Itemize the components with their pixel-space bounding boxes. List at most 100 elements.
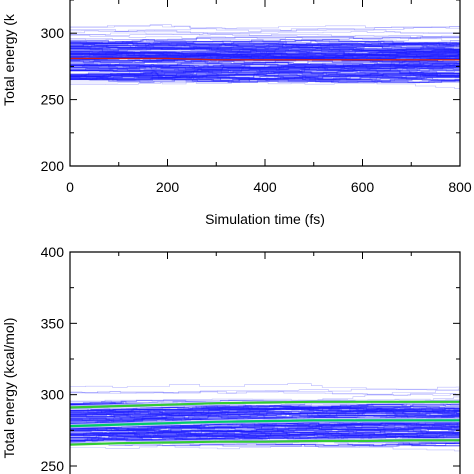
- band-trajectory-line: [70, 429, 460, 436]
- band-trajectory-line: [70, 413, 460, 418]
- band-trajectory-line: [70, 51, 460, 58]
- band-trajectory-line: [70, 63, 460, 78]
- band-trajectory-line: [70, 423, 460, 432]
- band-trajectory-line: [70, 432, 460, 439]
- band-trajectory-line: [70, 414, 460, 419]
- band-trajectory-line: [70, 55, 460, 63]
- band-trajectory-line: [70, 409, 460, 420]
- band-trajectory-line: [70, 41, 460, 51]
- band-trajectory-line: [70, 34, 460, 43]
- band-trajectory-line: [70, 410, 460, 416]
- band-trajectory-line: [70, 76, 460, 83]
- band-trajectory-line: [70, 69, 460, 76]
- x-tick-label: 0: [66, 179, 74, 195]
- band-trajectory-line: [70, 56, 460, 64]
- band-trajectory-line: [70, 62, 460, 71]
- band-trajectory-line: [70, 45, 460, 50]
- band-trajectory-line: [70, 429, 460, 436]
- band-trajectory-line: [70, 422, 460, 432]
- band-trajectory-line: [70, 75, 460, 81]
- band-trajectory-line: [70, 76, 460, 82]
- band-trajectory-line: [70, 51, 460, 56]
- band-trajectory-line: [70, 419, 460, 431]
- band-trajectory-line: [70, 430, 460, 439]
- band-trajectory-line: [70, 431, 460, 437]
- band-trajectory-line: [70, 53, 460, 58]
- band-trajectory-line: [70, 30, 460, 39]
- band-trajectory-line: [70, 62, 460, 69]
- band-trajectory-line: [70, 426, 460, 432]
- band-trajectory-line: [70, 52, 460, 58]
- band-trajectory-line: [70, 36, 460, 44]
- band-trajectory-line: [70, 416, 460, 421]
- top-y-ticks: 200 250 300: [41, 0, 460, 174]
- y-tick-label: 300: [41, 25, 65, 41]
- band-trajectory-line: [70, 75, 460, 82]
- band-trajectory-line: [70, 44, 460, 55]
- band-trajectory-line: [70, 81, 460, 91]
- band-trajectory-line: [70, 424, 460, 431]
- band-trajectory-line: [70, 425, 460, 430]
- series-line-0: [70, 419, 460, 428]
- band-trajectory-line: [70, 66, 460, 74]
- band-trajectory-line: [70, 445, 460, 452]
- band-trajectory-line: [70, 425, 460, 435]
- band-trajectory-line: [70, 49, 460, 57]
- band-trajectory-line: [70, 50, 460, 57]
- bottom-series-lines: [70, 399, 460, 447]
- band-trajectory-line: [70, 64, 460, 74]
- top-series-lines: [70, 57, 460, 61]
- band-trajectory-line: [70, 63, 460, 74]
- band-trajectory-line: [70, 49, 460, 63]
- band-trajectory-line: [70, 401, 460, 414]
- top-x-ticks: 0 200 400 600 800: [66, 0, 472, 195]
- band-trajectory-line: [70, 386, 460, 394]
- band-trajectory-line: [70, 72, 460, 79]
- band-trajectory-line: [70, 26, 460, 34]
- bottom-plot-area: 250 300 350 400: [41, 244, 461, 474]
- band-trajectory-line: [70, 42, 460, 50]
- band-trajectory-line: [70, 49, 460, 55]
- band-trajectory-line: [70, 42, 460, 50]
- band-trajectory-line: [70, 63, 460, 72]
- top-y-axis-title: Total energy (k: [1, 13, 17, 106]
- band-trajectory-line: [70, 53, 460, 61]
- band-trajectory-line: [70, 38, 460, 48]
- band-trajectory-line: [70, 406, 460, 416]
- band-trajectory-line: [70, 31, 460, 36]
- band-trajectory-line: [70, 74, 460, 81]
- band-trajectory-line: [70, 427, 460, 434]
- band-trajectory-line: [70, 44, 460, 51]
- band-trajectory-line: [70, 50, 460, 55]
- band-trajectory-line: [70, 66, 460, 73]
- band-trajectory-line: [70, 410, 460, 418]
- band-trajectory-line: [70, 71, 460, 77]
- band-trajectory-line: [70, 53, 460, 60]
- band-trajectory-line: [70, 28, 460, 35]
- x-tick-label: 400: [253, 179, 277, 195]
- band-trajectory-line: [70, 49, 460, 55]
- band-trajectory-line: [70, 63, 460, 70]
- band-trajectory-line: [70, 383, 460, 390]
- y-tick-label: 400: [41, 244, 65, 260]
- band-trajectory-line: [70, 66, 460, 73]
- band-trajectory-line: [70, 408, 460, 414]
- band-trajectory-line: [70, 46, 460, 51]
- band-trajectory-line: [70, 41, 460, 50]
- band-trajectory-line: [70, 65, 460, 69]
- band-trajectory-line: [70, 45, 460, 51]
- band-trajectory-line: [70, 45, 460, 57]
- band-trajectory-line: [70, 65, 460, 72]
- band-trajectory-line: [70, 433, 460, 445]
- band-trajectory-line: [70, 67, 460, 76]
- top-x-axis-title: Simulation time (fs): [205, 211, 325, 227]
- y-tick-label: 350: [41, 315, 65, 331]
- band-trajectory-line: [70, 423, 460, 429]
- band-trajectory-line: [70, 407, 460, 415]
- band-trajectory-line: [70, 429, 460, 437]
- band-trajectory-line: [70, 410, 460, 417]
- band-trajectory-line: [70, 405, 460, 411]
- band-trajectory-line: [70, 407, 460, 415]
